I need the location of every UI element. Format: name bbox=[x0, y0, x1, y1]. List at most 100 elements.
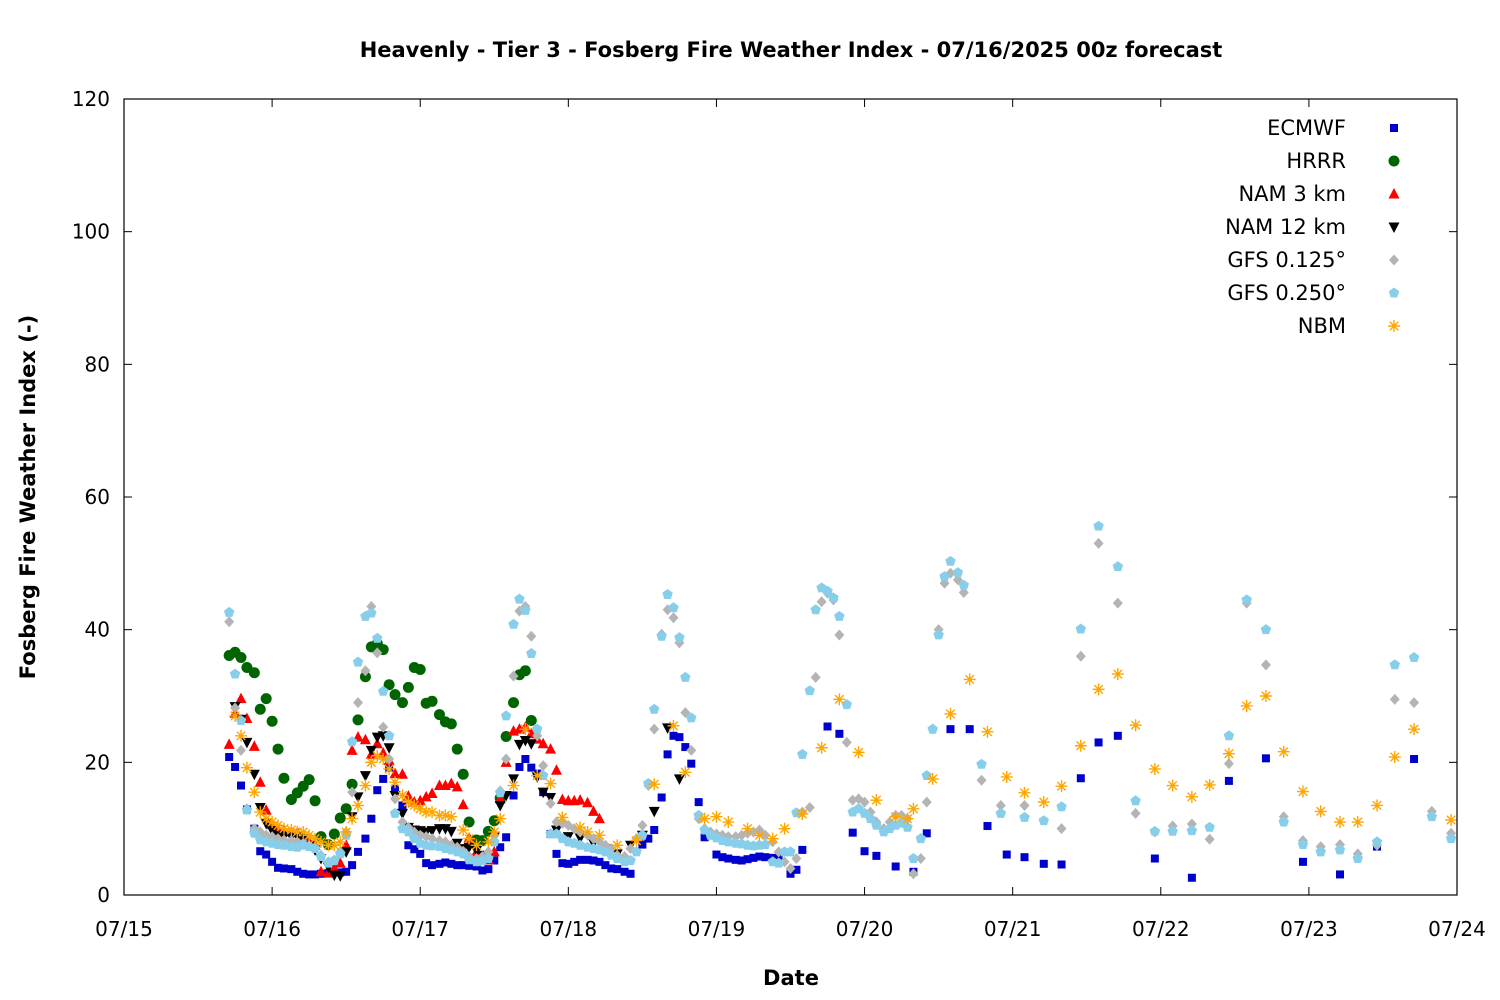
point-ecmwf bbox=[478, 866, 487, 875]
point-ecmwf bbox=[749, 853, 758, 862]
point-nam-12-km bbox=[648, 806, 660, 818]
point-ecmwf bbox=[428, 861, 437, 870]
point-ecmwf bbox=[441, 858, 450, 867]
point-gfs-0-125 bbox=[804, 801, 815, 813]
point-ecmwf bbox=[1298, 857, 1307, 866]
point-nam-3-km bbox=[550, 764, 562, 775]
point-ecmwf bbox=[262, 850, 271, 859]
point-nam-12-km bbox=[445, 826, 457, 838]
point-nbm bbox=[667, 719, 680, 732]
point-nam-12-km bbox=[574, 833, 586, 844]
point-gfs-0-125 bbox=[1204, 833, 1215, 845]
point-ecmwf bbox=[293, 867, 302, 876]
point-nbm bbox=[352, 799, 365, 812]
point-gfs-0-125 bbox=[1389, 693, 1400, 705]
point-nam-3-km bbox=[235, 692, 247, 704]
point-hrrr bbox=[402, 681, 414, 693]
point-gfs-0-125 bbox=[637, 819, 648, 831]
point-nbm bbox=[741, 822, 754, 835]
point-ecmwf bbox=[681, 743, 690, 752]
point-gfs-0-125 bbox=[224, 616, 235, 628]
point-nbm bbox=[1259, 690, 1272, 702]
legend-label-nam-12-km: NAM 12 km bbox=[1225, 215, 1346, 239]
point-ecmwf bbox=[983, 822, 992, 831]
point-ecmwf bbox=[657, 793, 666, 802]
point-ecmwf bbox=[650, 825, 659, 834]
legend-label-gfs-0-250: GFS 0.250° bbox=[1227, 281, 1346, 305]
point-hrrr bbox=[488, 815, 500, 827]
series-gfs-0-250 bbox=[223, 520, 1457, 868]
point-nbm bbox=[1203, 778, 1216, 791]
point-hrrr bbox=[426, 695, 438, 707]
point-nbm bbox=[507, 779, 520, 792]
point-gfs-0-250 bbox=[1278, 816, 1289, 827]
point-nbm bbox=[383, 762, 396, 775]
point-nam-12-km bbox=[365, 745, 377, 757]
point-hrrr bbox=[278, 772, 290, 784]
point-nbm bbox=[248, 786, 261, 799]
point-gfs-0-250 bbox=[1241, 594, 1252, 605]
point-ecmwf bbox=[1057, 860, 1066, 869]
y-tick-label: 0 bbox=[97, 883, 110, 907]
point-gfs-0-250 bbox=[315, 851, 327, 861]
point-ecmwf bbox=[589, 856, 598, 865]
point-gfs-0-125 bbox=[1112, 597, 1123, 609]
point-hrrr bbox=[445, 718, 457, 730]
point-gfs-0-125 bbox=[501, 753, 512, 765]
point-gfs-0-250 bbox=[927, 723, 938, 734]
point-nbm bbox=[544, 777, 557, 790]
point-ecmwf bbox=[1335, 870, 1344, 879]
point-nam-3-km bbox=[377, 747, 389, 758]
point-ecmwf bbox=[237, 781, 246, 790]
point-nbm bbox=[574, 821, 587, 834]
point-gfs-0-125 bbox=[810, 671, 821, 683]
point-gfs-0-125 bbox=[360, 665, 371, 677]
point-nbm bbox=[944, 707, 957, 720]
point-nbm bbox=[1037, 796, 1050, 809]
point-hrrr bbox=[248, 667, 260, 679]
point-ecmwf bbox=[521, 755, 530, 764]
point-ecmwf bbox=[755, 852, 764, 861]
point-gfs-0-250 bbox=[1167, 825, 1178, 836]
series-nbm bbox=[229, 668, 1458, 852]
point-gfs-0-250 bbox=[631, 846, 642, 857]
point-ecmwf bbox=[496, 843, 505, 852]
point-nbm bbox=[815, 741, 828, 754]
point-gfs-0-250 bbox=[1130, 795, 1141, 806]
point-gfs-0-125 bbox=[372, 647, 383, 659]
point-nbm bbox=[778, 822, 791, 835]
point-ecmwf bbox=[1410, 755, 1419, 764]
point-gfs-0-250 bbox=[278, 839, 290, 850]
point-gfs-0-250 bbox=[1334, 844, 1346, 855]
point-nam-12-km bbox=[513, 739, 525, 751]
point-gfs-0-125 bbox=[1019, 799, 1030, 811]
point-nbm bbox=[285, 823, 298, 836]
point-gfs-0-250 bbox=[834, 610, 845, 621]
point-nam-3-km bbox=[346, 744, 358, 755]
point-ecmwf bbox=[965, 725, 974, 734]
point-gfs-0-250 bbox=[383, 730, 395, 741]
point-nbm bbox=[963, 673, 976, 686]
point-ecmwf bbox=[644, 834, 653, 843]
point-nbm bbox=[340, 825, 353, 838]
point-gfs-0-250 bbox=[939, 571, 950, 582]
point-gfs-0-125 bbox=[1223, 758, 1234, 770]
point-gfs-0-125 bbox=[1130, 807, 1141, 819]
point-gfs-0-250 bbox=[1223, 730, 1235, 741]
point-ecmwf bbox=[860, 847, 869, 856]
legend-marker-nbm bbox=[1388, 320, 1400, 332]
point-hrrr bbox=[340, 803, 352, 815]
point-nbm bbox=[901, 812, 914, 825]
point-gfs-0-125 bbox=[791, 853, 802, 865]
point-nam-12-km bbox=[519, 735, 531, 747]
legend-marker-nam-12-km bbox=[1388, 222, 1400, 233]
point-ecmwf bbox=[342, 867, 351, 876]
point-gfs-0-125 bbox=[1056, 823, 1067, 835]
point-ecmwf bbox=[361, 834, 370, 843]
point-ecmwf bbox=[274, 863, 283, 872]
x-tick-label: 07/18 bbox=[540, 917, 598, 941]
point-gfs-0-250 bbox=[403, 826, 414, 837]
data-marks bbox=[223, 520, 1458, 882]
point-nbm bbox=[235, 729, 248, 742]
